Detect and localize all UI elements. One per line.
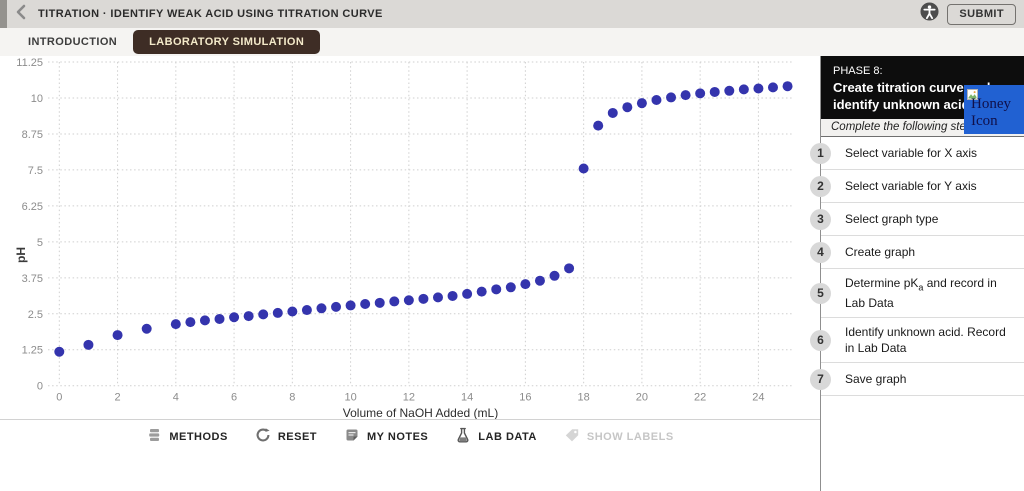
flask-icon — [455, 427, 471, 448]
svg-text:3.75: 3.75 — [22, 273, 43, 285]
svg-text:6.25: 6.25 — [22, 201, 43, 213]
step-number-badge: 5 — [810, 282, 831, 304]
svg-text:5: 5 — [37, 237, 43, 249]
reset-label: RESET — [277, 431, 318, 443]
step-number-badge: 7 — [810, 368, 831, 390]
phase-sidebar: PHASE 8: Create titration curve and iden… — [810, 56, 1024, 491]
step-label: Determine pKa and record in Lab Data — [845, 276, 997, 311]
lab-data-label: LAB DATA — [478, 431, 537, 443]
horizontal-gridlines — [48, 61, 793, 387]
accessibility-icon — [920, 2, 939, 26]
methods-icon — [146, 427, 162, 448]
top-bar: TITRATION · IDENTIFY WEAK ACID USING TIT… — [0, 0, 1024, 28]
svg-text:14: 14 — [461, 392, 473, 404]
svg-text:7.5: 7.5 — [28, 165, 43, 177]
step-item-5[interactable]: 5 Determine pKa and record in Lab Data — [810, 269, 1024, 319]
svg-text:10: 10 — [31, 93, 43, 105]
broken-image-icon — [967, 87, 978, 105]
step-item-2[interactable]: 2 Select variable for Y axis — [810, 170, 1024, 203]
svg-text:8.75: 8.75 — [22, 129, 43, 141]
svg-text:12: 12 — [403, 392, 415, 404]
svg-text:0: 0 — [37, 381, 43, 393]
step-label: Select variable for Y axis — [845, 179, 977, 193]
page-title: TITRATION · IDENTIFY WEAK ACID USING TIT… — [38, 8, 383, 20]
tab-laboratory-simulation[interactable]: LABORATORY SIMULATION — [133, 30, 321, 54]
svg-text:18: 18 — [578, 392, 590, 404]
submit-button[interactable]: SUBMIT — [947, 3, 1016, 25]
phase-title: Create titration curve and identify unkn… — [833, 80, 991, 112]
step-item-1[interactable]: 1 Select variable for X axis — [810, 137, 1024, 170]
data-points — [54, 81, 793, 357]
honey-broken-image: Honey Icon — [964, 85, 1024, 134]
accessibility-button[interactable] — [920, 2, 939, 26]
chevron-left-icon — [14, 4, 28, 25]
step-item-7[interactable]: 7 Save graph — [810, 363, 1024, 397]
svg-text:1.25: 1.25 — [22, 345, 43, 357]
svg-text:10: 10 — [344, 392, 356, 404]
lab-data-button[interactable]: LAB DATA — [455, 427, 537, 448]
step-number-badge: 6 — [810, 329, 831, 351]
bottom-toolbar: METHODS RESET MY NOTES — [0, 424, 820, 450]
svg-text:16: 16 — [519, 392, 531, 404]
step-label: Create graph — [845, 245, 916, 259]
step-label: Save graph — [845, 372, 907, 387]
honey-icon-alt-text: Honey Icon — [971, 96, 1011, 129]
step-number-badge: 2 — [810, 175, 831, 197]
my-notes-label: MY NOTES — [367, 431, 429, 443]
methods-label: METHODS — [169, 431, 228, 443]
sidebar-divider — [820, 56, 821, 491]
svg-text:8: 8 — [289, 392, 295, 404]
step-number-badge: 3 — [810, 208, 831, 230]
svg-text:0: 0 — [56, 392, 62, 404]
tab-bar: INTRODUCTION LABORATORY SIMULATION — [0, 28, 1024, 56]
svg-text:22: 22 — [694, 392, 706, 404]
svg-text:20: 20 — [636, 392, 648, 404]
titration-chart: 0 1.25 2.5 3.75 5 6.25 7.5 8.75 10 11.25 0 2 4 6 8 10 1… — [0, 56, 820, 420]
vertical-gridlines — [58, 62, 759, 386]
step-number-badge: 1 — [810, 142, 831, 164]
tag-icon — [564, 427, 580, 448]
notes-icon — [344, 427, 360, 448]
tab-introduction[interactable]: INTRODUCTION — [28, 36, 118, 48]
svg-text:6: 6 — [231, 392, 237, 404]
methods-button[interactable]: METHODS — [146, 427, 228, 448]
chart-toolbar-divider — [0, 419, 821, 420]
step-item-4[interactable]: 4 Create graph — [810, 236, 1024, 269]
step-item-6[interactable]: 6 Identify unknown acid. Record in Lab Da… — [810, 318, 1024, 364]
x-axis-label: Volume of NaOH Added (mL) — [342, 406, 499, 420]
phase-number: PHASE 8: — [833, 65, 883, 77]
show-labels-button[interactable]: SHOW LABELS — [564, 427, 674, 448]
back-button[interactable] — [12, 4, 30, 25]
svg-text:11.25: 11.25 — [16, 57, 43, 69]
steps-list: 1 Select variable for X axis 2 Select varia… — [810, 137, 1024, 397]
step-label: Select graph type — [845, 212, 939, 226]
reset-icon — [255, 427, 271, 448]
y-axis-label: pH — [14, 247, 28, 263]
y-axis-tick-labels: 0 1.25 2.5 3.75 5 6.25 7.5 8.75 10 11.25 — [16, 57, 43, 393]
left-edge-strip — [0, 0, 7, 28]
reset-button[interactable]: RESET — [255, 427, 317, 448]
step-label: Identify unknown acid. Record in Lab Dat… — [845, 325, 1006, 356]
step-label: Select variable for X axis — [845, 146, 978, 160]
svg-text:2.5: 2.5 — [28, 309, 43, 321]
step-item-3[interactable]: 3 Select graph type — [810, 203, 1024, 236]
x-axis-tick-labels: 0 2 4 6 8 10 12 14 16 18 20 22 24 — [56, 392, 764, 404]
svg-text:4: 4 — [173, 392, 179, 404]
step-number-badge: 4 — [810, 241, 831, 263]
show-labels-label: SHOW LABELS — [586, 431, 674, 443]
my-notes-button[interactable]: MY NOTES — [344, 427, 428, 448]
svg-text:2: 2 — [114, 392, 120, 404]
svg-text:24: 24 — [752, 392, 764, 404]
